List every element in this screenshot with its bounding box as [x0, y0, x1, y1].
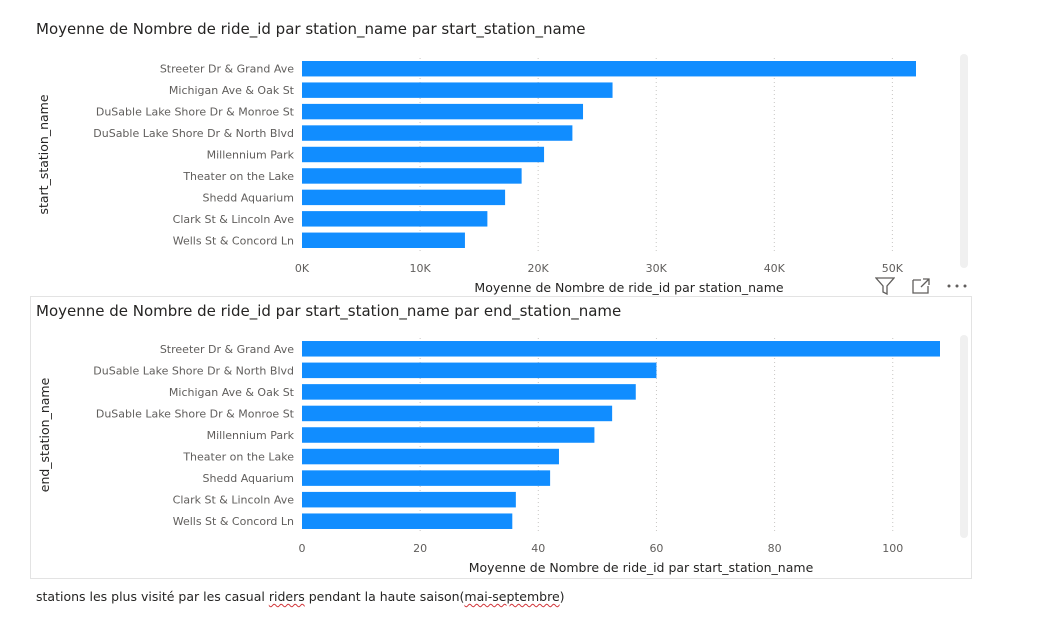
category-label: Wells St & Concord Ln: [173, 234, 294, 247]
visual-header: [874, 276, 968, 296]
chart-end-stations[interactable]: Moyenne de Nombre de ride_id par start_s…: [30, 296, 972, 579]
category-label: DuSable Lake Shore Dr & North Blvd: [93, 127, 294, 140]
x-tick-label: 100: [882, 542, 903, 555]
category-label: Theater on the Lake: [182, 170, 294, 183]
more-options-icon[interactable]: [946, 276, 968, 296]
bar: [302, 341, 940, 357]
bar-chart-end-stations: 0 20 40 60 80 100 Streeter Dr & Grand Ave DuSab…: [37, 338, 940, 575]
x-axis-title: Moyenne de Nombre de ride_id par start_s…: [469, 560, 814, 575]
y-axis-title: end_station_name: [37, 377, 52, 492]
category-label: Michigan Ave & Oak St: [169, 84, 295, 97]
bar: [302, 232, 465, 248]
caption-part: ): [559, 589, 565, 604]
category-label: Shedd Aquarium: [203, 472, 294, 485]
caption-word-riders: riders: [268, 589, 305, 604]
bar: [302, 513, 513, 529]
bar: [302, 82, 613, 98]
caption-text: stations les plus visité par les casual …: [36, 589, 565, 604]
category-label: DuSable Lake Shore Dr & North Blvd: [93, 364, 294, 377]
caption-part: pendant la haute saison(: [304, 589, 465, 604]
bar: [302, 427, 595, 443]
chart-title: Moyenne de Nombre de ride_id par start_s…: [36, 302, 622, 320]
x-axis-title: Moyenne de Nombre de ride_id par station…: [474, 280, 783, 295]
bar: [302, 448, 559, 465]
category-label: Millennium Park: [207, 429, 295, 442]
bar: [302, 103, 584, 120]
bar-chart-start-stations: 0K 10K 20K 30K 40K 50K Streeter Dr & Grand Ave…: [36, 58, 916, 295]
caption-part: stations les plus visité par les casual: [36, 589, 269, 604]
scrollbar[interactable]: [960, 54, 968, 268]
caption-months: mai-septembre: [464, 589, 560, 604]
chart-start-stations[interactable]: Moyenne de Nombre de ride_id par station…: [30, 12, 972, 297]
category-label: Clark St & Lincoln Ave: [173, 494, 295, 507]
x-tick-label: 50K: [882, 262, 904, 275]
category-label: DuSable Lake Shore Dr & Monroe St: [96, 106, 295, 119]
bar: [302, 362, 657, 379]
filter-icon[interactable]: [874, 276, 896, 296]
category-label: Streeter Dr & Grand Ave: [160, 63, 294, 76]
x-tick-label: 0K: [295, 262, 310, 275]
category-label: Wells St & Concord Ln: [173, 515, 294, 528]
x-tick-label: 40K: [764, 262, 786, 275]
x-tick-label: 10K: [409, 262, 431, 275]
category-label: Shedd Aquarium: [203, 191, 294, 204]
bar: [302, 125, 573, 141]
x-tick-label: 20: [413, 542, 427, 555]
focus-mode-icon[interactable]: [910, 276, 932, 296]
bar: [302, 491, 516, 508]
x-tick-label: 30K: [646, 262, 668, 275]
category-label: Michigan Ave & Oak St: [169, 386, 295, 399]
bar: [302, 405, 613, 422]
scrollbar[interactable]: [960, 335, 968, 538]
y-axis-title: start_station_name: [36, 94, 51, 214]
x-tick-label: 20K: [528, 262, 550, 275]
x-tick-label: 40: [531, 542, 545, 555]
bar: [302, 61, 916, 77]
category-label: Millennium Park: [207, 149, 295, 162]
x-tick-label: 80: [768, 542, 782, 555]
category-label: Theater on the Lake: [182, 451, 294, 464]
bar: [302, 168, 522, 184]
bar: [302, 211, 488, 227]
bar: [302, 189, 506, 206]
x-tick-label: 60: [649, 542, 663, 555]
chart-title: Moyenne de Nombre de ride_id par station…: [36, 20, 586, 38]
bar: [302, 146, 545, 163]
category-label: Streeter Dr & Grand Ave: [160, 343, 294, 356]
bar: [302, 384, 636, 400]
category-label: Clark St & Lincoln Ave: [173, 213, 295, 226]
x-tick-label: 0: [299, 542, 306, 555]
category-label: DuSable Lake Shore Dr & Monroe St: [96, 407, 295, 420]
bar: [302, 470, 551, 486]
